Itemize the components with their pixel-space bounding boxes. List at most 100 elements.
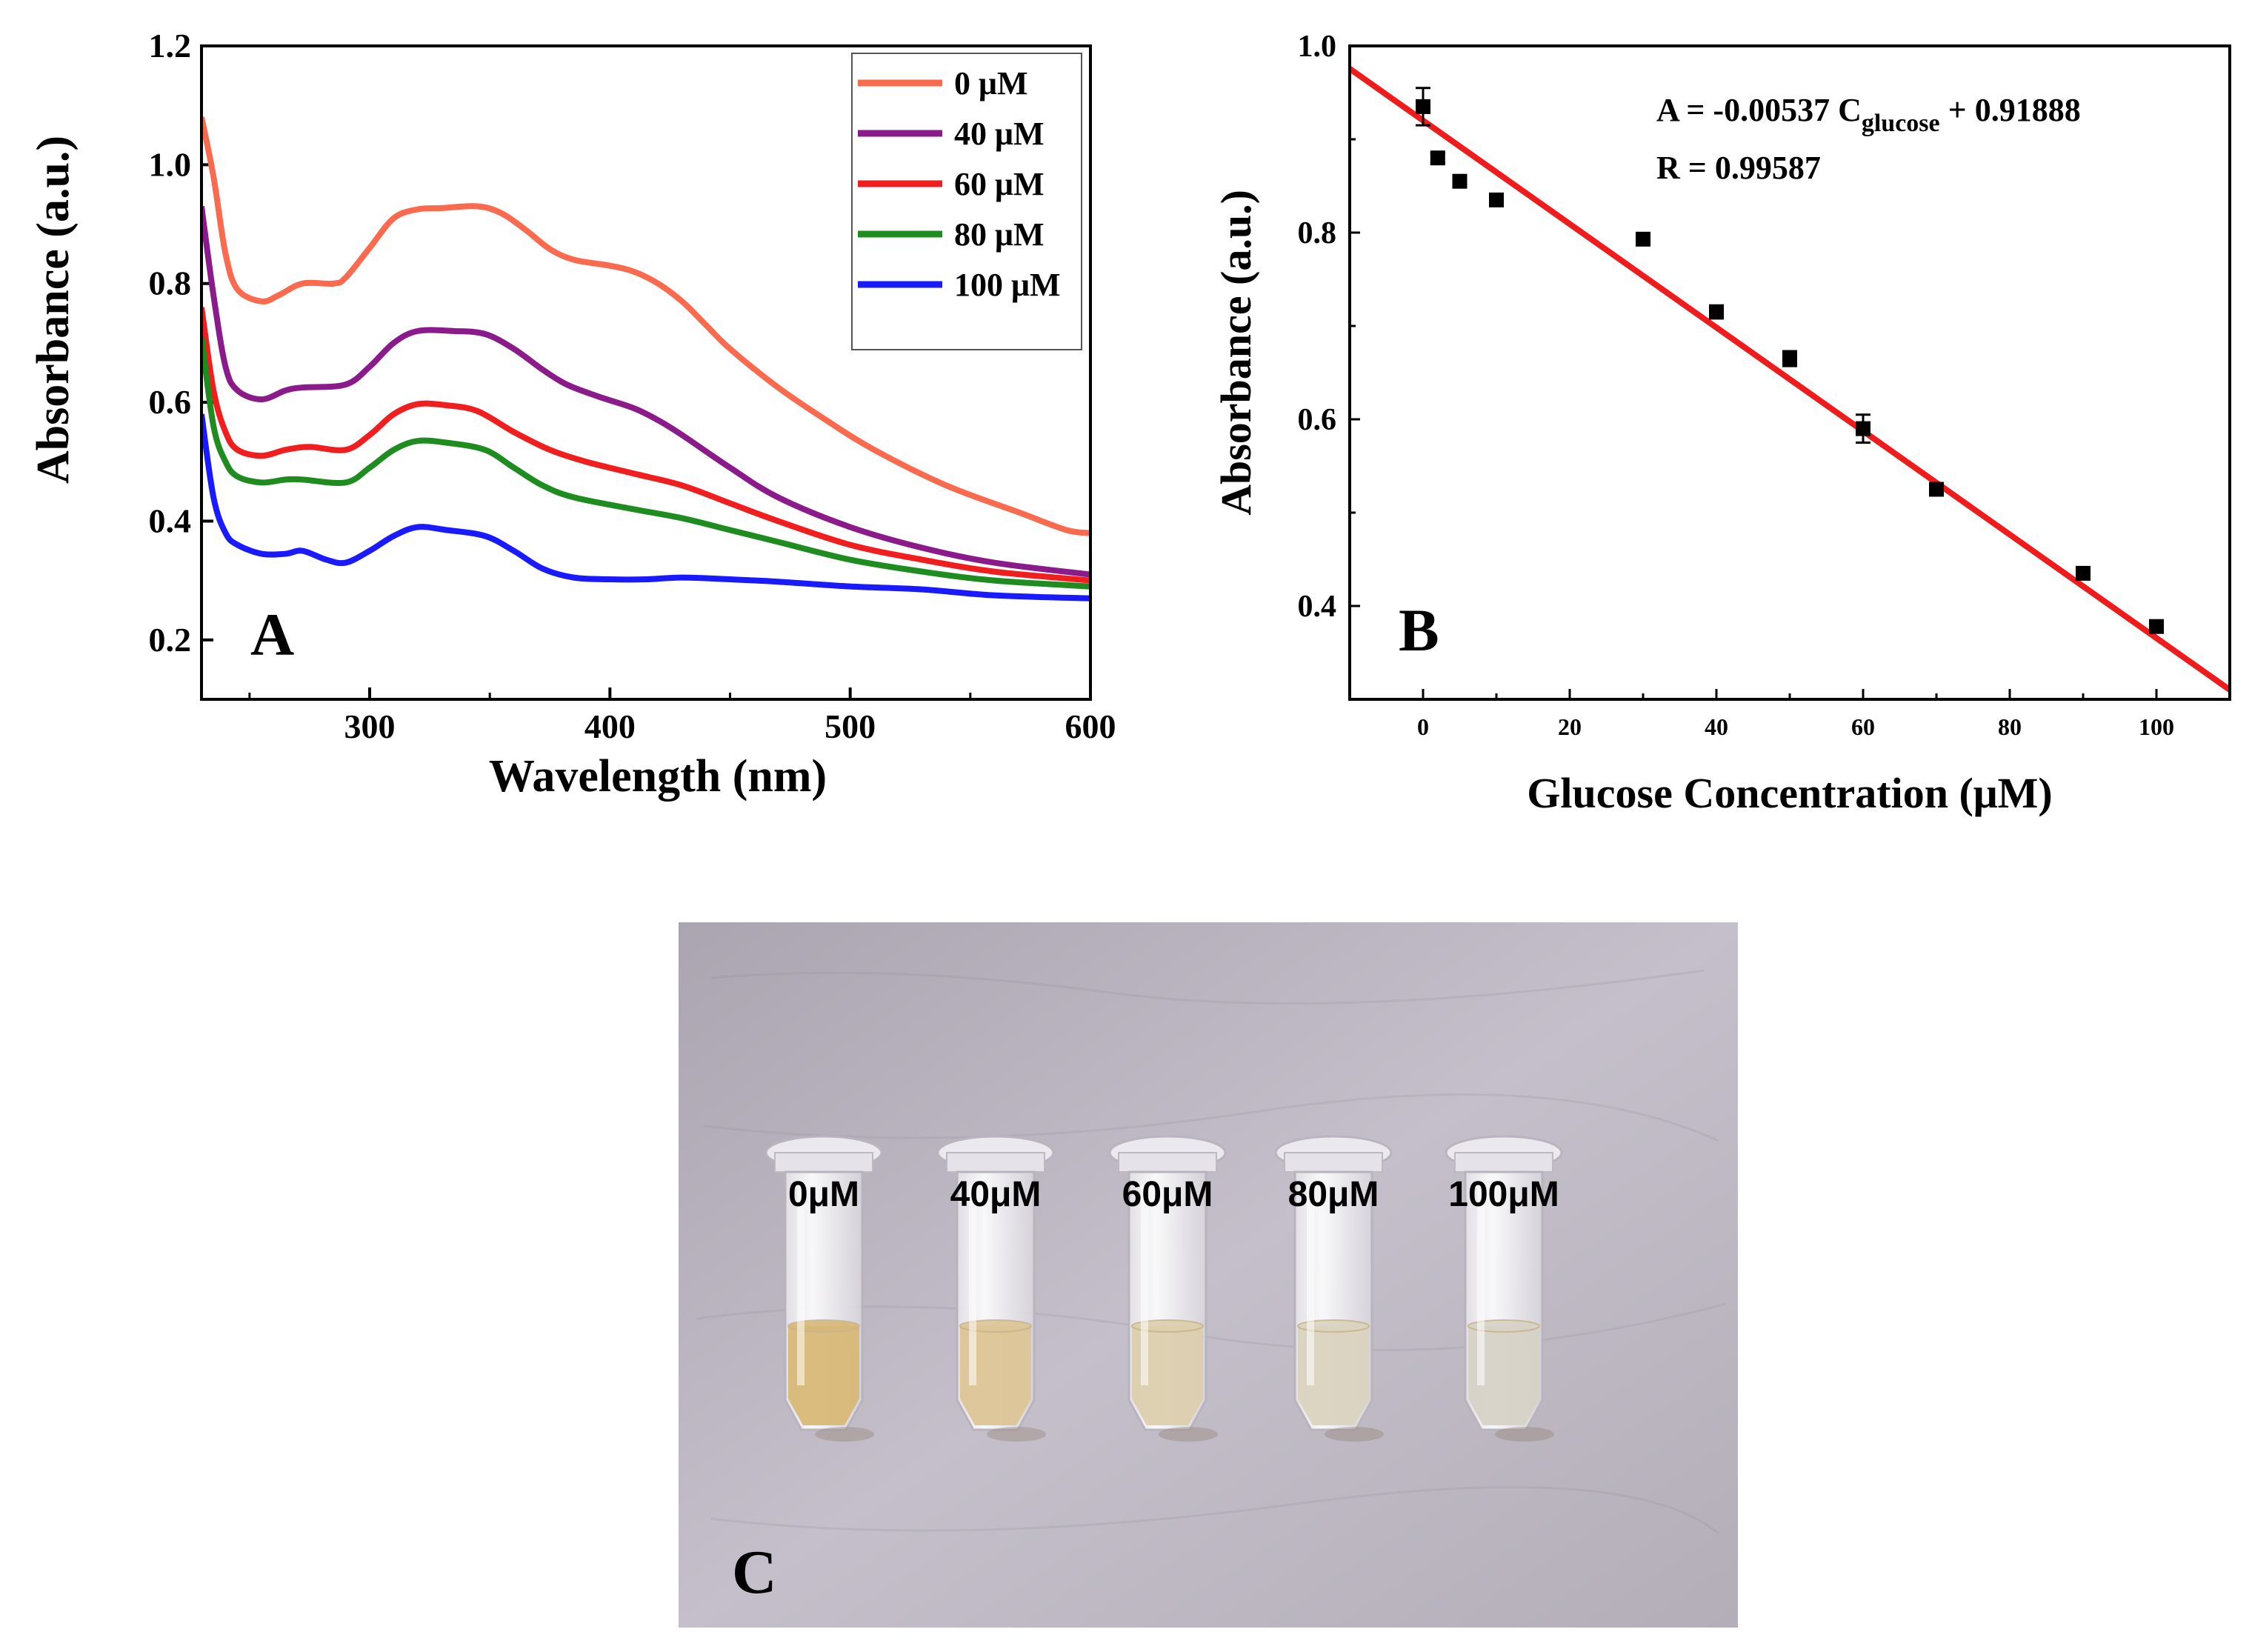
- panel-b-data-point: [2149, 619, 2164, 634]
- panel-a-y-tick-label: 0.6: [149, 383, 192, 421]
- panel-a-y-tick-label: 0.2: [149, 621, 192, 659]
- panel-a-legend-label: 100 μM: [954, 267, 1060, 303]
- panel-a-x-tick-label: 300: [344, 707, 396, 745]
- tube-rim: [1284, 1152, 1383, 1173]
- panel-b-equation-prefix: A = -0.00537 C: [1656, 92, 1862, 128]
- tube-shadow: [1325, 1427, 1384, 1442]
- tube-label: 80μM: [1288, 1175, 1379, 1214]
- panel-b-y-axis-title: Absorbance (a.u.): [1212, 190, 1260, 516]
- panel-b-y-tick-label: 1.0: [1298, 30, 1337, 64]
- panel-a-series-line: [201, 307, 1090, 584]
- panel-b-data-point: [2076, 565, 2091, 581]
- panel-b-data-point: [1856, 421, 1870, 436]
- panel-a-legend-label: 40 μM: [954, 116, 1044, 152]
- panel-a-x-tick-label: 400: [584, 707, 636, 745]
- tube-liquid: [1468, 1326, 1539, 1425]
- panel-b-plot-frame: [1348, 44, 2231, 701]
- tube: 0μM: [764, 1135, 883, 1442]
- tube-shadow: [815, 1427, 874, 1442]
- panel-b-equation: A = -0.00537 Cglucose + 0.91888: [1656, 92, 2081, 137]
- tube-liquid-surface: [1468, 1319, 1540, 1333]
- panel-a-series-line: [201, 413, 1090, 602]
- tube-label: 0μM: [788, 1175, 859, 1214]
- tube-label: 40μM: [950, 1175, 1042, 1214]
- tube-liquid: [1298, 1326, 1369, 1425]
- panel-a-y-tick-label: 1.0: [149, 145, 192, 183]
- tube-row: 0μM 40μM 60μM 80μM 100μM: [764, 1135, 1563, 1442]
- tube-liquid-surface: [787, 1319, 860, 1333]
- panel-b-data-point: [1416, 99, 1430, 114]
- tube-liquid: [788, 1326, 859, 1425]
- panel-b-data-point: [1782, 351, 1797, 367]
- panel-b-x-tick-label: 40: [1705, 713, 1728, 740]
- panel-a-legend-label: 0 μM: [954, 65, 1027, 101]
- panel-a-x-tick-label: 500: [824, 707, 876, 745]
- tube: 60μM: [1108, 1135, 1227, 1442]
- panel-a-series-line: [201, 116, 1090, 536]
- panel-a-x-axis-title: Wavelength (nm): [489, 751, 827, 802]
- panel-c-photo: 0μM 40μM 60μM 80μM 100μM C: [679, 922, 1738, 1628]
- panel-b-y-tick-label: 0.8: [1298, 216, 1337, 250]
- tube-highlight: [1477, 1185, 1485, 1385]
- panel-b-ticks: 0 20 40 60 80 100 0.4 0.6 0.8 1.0: [1298, 30, 2231, 740]
- panel-a-label: A: [250, 601, 294, 668]
- panel-a-legend-box: [851, 53, 1082, 350]
- panel-b-series: [1350, 66, 2230, 693]
- tube-liquid-surface: [1297, 1319, 1370, 1333]
- panel-b-data-point: [1489, 192, 1504, 207]
- tube-highlight: [969, 1185, 976, 1385]
- panel-b-label: B: [1399, 596, 1439, 664]
- tube-label: 100μM: [1448, 1175, 1559, 1214]
- tube-liquid: [1132, 1326, 1203, 1425]
- panel-a-legend: 0 μM 40 μM 60 μM 80 μM 100 μM: [851, 53, 1082, 350]
- tube-rim: [1454, 1152, 1553, 1173]
- panel-c-label: C: [732, 1538, 777, 1607]
- panel-b-x-tick-label: 0: [1417, 713, 1429, 740]
- panel-b-equation-suffix: + 0.91888: [1940, 92, 2081, 128]
- tube: 100μM: [1445, 1135, 1563, 1442]
- panel-b-data-point: [1430, 150, 1445, 166]
- panel-a-series: [201, 116, 1090, 602]
- panel-a-legend-label: 60 μM: [954, 166, 1044, 202]
- panel-a-plot-frame: [200, 44, 1092, 701]
- tube-rim: [946, 1152, 1045, 1173]
- tube-highlight: [1307, 1185, 1314, 1385]
- tube-liquid: [960, 1326, 1031, 1425]
- panel-b-data-point: [1452, 173, 1468, 189]
- panel-b-y-tick-label: 0.4: [1298, 590, 1337, 624]
- tube-liquid-surface: [959, 1319, 1032, 1333]
- tube-highlight: [797, 1185, 804, 1385]
- tube: 40μM: [936, 1135, 1055, 1442]
- panel-a: 300 400 500 600 0.2 0.4 0.6 0.8 1.0 1.2 0 μM 40 μM…: [28, 27, 1116, 802]
- panel-a-y-tick-label: 0.8: [149, 264, 192, 302]
- panel-b-x-tick-label: 20: [1558, 713, 1582, 740]
- panel-b-y-tick-label: 0.6: [1298, 403, 1337, 437]
- panel-a-series-line: [201, 205, 1090, 578]
- panel-a-y-axis-title: Absorbance (a.u.): [28, 136, 79, 484]
- panel-a-series-line: [201, 336, 1090, 590]
- tube-rim: [1118, 1152, 1217, 1173]
- panel-a-x-tick-label: 600: [1065, 707, 1116, 745]
- panel-b-x-tick-label: 100: [2139, 713, 2174, 740]
- tube-label: 60μM: [1122, 1175, 1213, 1214]
- panel-b-data-point: [1709, 304, 1724, 320]
- tube-highlight: [1141, 1185, 1148, 1385]
- panel-b-equation-subscript: glucose: [1862, 110, 1940, 137]
- tube-shadow: [1159, 1427, 1218, 1442]
- panel-b-r-value: R = 0.99587: [1656, 150, 1821, 186]
- tube-shadow: [987, 1427, 1046, 1442]
- tube-liquid-surface: [1131, 1319, 1204, 1333]
- panel-b-x-tick-label: 80: [1998, 713, 2022, 740]
- panel-b-x-axis-title: Glucose Concentration (μM): [1527, 769, 2052, 817]
- panel-b-data-point: [1636, 231, 1650, 247]
- panel-b-fit-line: [1350, 66, 2230, 693]
- panel-b: 0 20 40 60 80 100 0.4 0.6 0.8 1.0 A = -0.00537 Cg…: [1212, 30, 2231, 817]
- tube-shadow: [1495, 1427, 1554, 1442]
- panel-a-y-tick-label: 0.4: [149, 502, 192, 539]
- panel-a-legend-label: 80 μM: [954, 216, 1044, 253]
- panel-a-ticks: 300 400 500 600 0.2 0.4 0.6 0.8 1.0 1.2: [149, 27, 1116, 745]
- tube-rim: [774, 1152, 873, 1173]
- panel-b-data-point: [1929, 482, 1944, 497]
- panel-b-x-tick-label: 60: [1851, 713, 1875, 740]
